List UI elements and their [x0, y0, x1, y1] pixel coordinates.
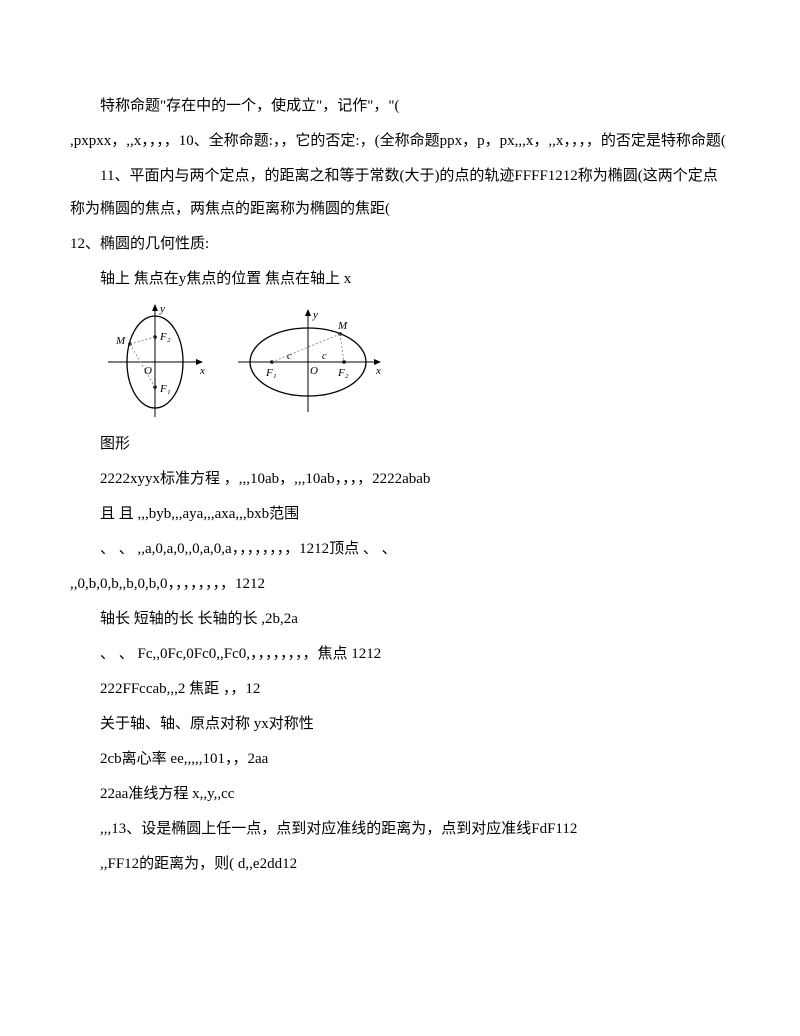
ellipse-diagram-vertical: y x O F₂ F₁ M [100, 302, 210, 422]
paragraph-15: 2cb离心率 ee,,,,,101，，2aa [70, 743, 730, 776]
paragraph-5: 轴上 焦点在y焦点的位置 焦点在轴上 x [70, 263, 730, 296]
c-label-right: c [322, 351, 327, 362]
paragraph-14: 关于轴、轴、原点对称 yx对称性 [70, 708, 730, 741]
paragraph-17: ,,,13、设是椭圆上任一点，点到对应准线的距离为，点到对应准线FdF112 [70, 813, 730, 846]
axis-x-label-2: x [375, 365, 381, 377]
ellipse-diagram-horizontal: y x O F₁ F₂ M c c [230, 302, 385, 422]
focus-f1-label: F₁ [159, 383, 171, 395]
point-m-label: M [115, 335, 126, 347]
paragraph-2: ,pxpxx，,,x，，，，10、全称命题:，，它的否定:，(全称命题ppx，p… [70, 125, 730, 158]
axis-y-label-2: y [312, 309, 318, 321]
paragraph-7: 2222xyyx标准方程 ，,,,10ab，,,,10ab，，，，2222aba… [70, 463, 730, 496]
origin-label-2: O [310, 365, 318, 377]
paragraph-12: 、 、 Fc,,0Fc,0Fc0,,Fc0,，，，，，，，，焦点 1212 [70, 638, 730, 671]
c-label-left: c [287, 351, 292, 362]
focus-f1-label-2: F₁ [265, 367, 277, 379]
focus-f2-label: F₂ [159, 331, 171, 343]
paragraph-4: 12、椭圆的几何性质: [70, 228, 730, 261]
paragraph-9: 、 、 ,,a,0,a,0,,0,a,0,a，，，，，，，，1212顶点 、 、 [70, 533, 730, 566]
paragraph-13: 222FFccab,,,2 焦距 ，，12 [70, 673, 730, 706]
axis-y-label: y [159, 303, 165, 315]
paragraph-3: 11、平面内与两个定点，的距离之和等于常数(大于)的点的轨迹FFFF1212称为… [70, 160, 730, 226]
paragraph-1: 特称命题"存在中的一个，使成立"，记作"，"( [70, 90, 730, 123]
paragraph-8: 且 且 ,,,byb,,,aya,,,axa,,,bxb范围 [70, 498, 730, 531]
origin-label: O [144, 365, 152, 377]
paragraph-18: ,,FF12的距离为，则( d,,e2dd12 [70, 848, 730, 881]
paragraph-10: ,,0,b,0,b,,b,0,b,0，，，，，，，，1212 [70, 568, 730, 601]
paragraph-16: 22aa准线方程 x,,y,,cc [70, 778, 730, 811]
paragraph-6: 图形 [70, 428, 730, 461]
paragraph-11: 轴长 短轴的长 长轴的长 ,2b,2a [70, 603, 730, 636]
axis-x-label: x [199, 365, 205, 377]
point-m-label-2: M [337, 320, 348, 332]
focus-f2-label-2: F₂ [337, 367, 349, 379]
ellipse-diagrams-row: y x O F₂ F₁ M y x O F₁ F₂ M c c [100, 302, 730, 422]
